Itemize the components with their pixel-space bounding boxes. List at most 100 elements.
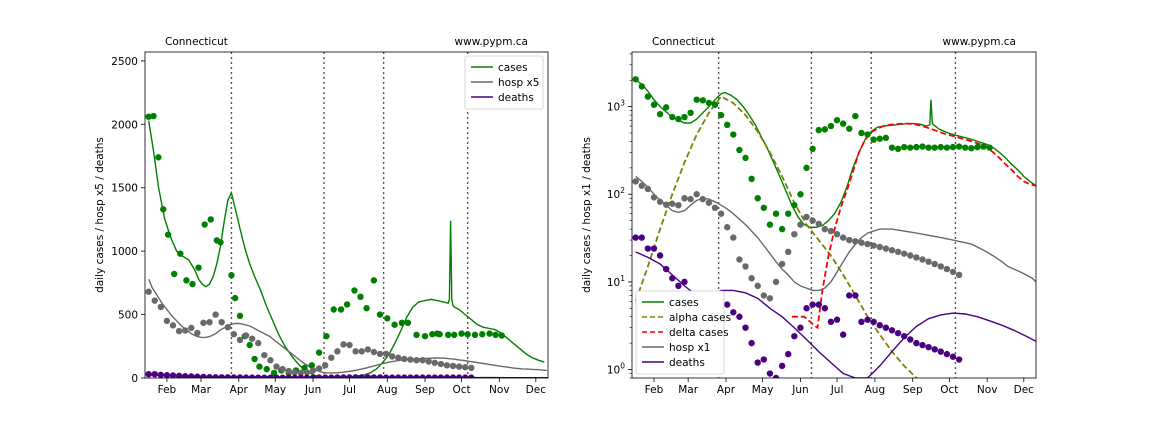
data-point-cases (687, 109, 694, 117)
data-point-cases (330, 306, 337, 313)
data-point-cases (974, 143, 981, 151)
data-point-hosp-x5 (346, 341, 353, 349)
data-point-cases (962, 144, 969, 151)
x-tick-label: Aug (865, 384, 886, 396)
data-point-cases (675, 115, 682, 123)
plot-area (632, 76, 1036, 378)
data-point-cases (177, 250, 184, 257)
data-point-hosp-x5 (388, 353, 396, 360)
data-point-cases (724, 121, 731, 129)
data-point-cases (471, 331, 479, 339)
data-point-deaths (882, 324, 890, 331)
data-point-cases (413, 331, 420, 339)
data-point-hosp-x1 (943, 265, 951, 273)
data-point-cases (150, 112, 157, 120)
data-point-hosp-x1 (925, 258, 932, 265)
x-tick-label: May (264, 384, 286, 396)
data-point-cases (246, 341, 253, 349)
data-point-cases (742, 154, 749, 162)
data-point-cases (436, 331, 443, 338)
data-point-cases (925, 144, 932, 151)
data-point-deaths (815, 301, 822, 308)
data-point-hosp-x1 (839, 234, 847, 241)
data-point-deaths (833, 316, 841, 323)
data-point-cases (864, 131, 871, 138)
data-point-hosp-x5 (145, 288, 152, 295)
data-point-hosp-x1 (846, 236, 853, 244)
data-point-hosp-x5 (200, 319, 207, 327)
data-point-cases (479, 331, 486, 338)
data-point-deaths (754, 359, 761, 366)
data-point-hosp-x5 (285, 367, 292, 375)
data-point-hosp-x5 (334, 348, 341, 355)
data-point-deaths (724, 301, 731, 308)
data-point-deaths (145, 370, 152, 378)
data-point-deaths (358, 374, 365, 378)
data-point-hosp-x5 (163, 317, 171, 325)
data-point-cases (164, 231, 172, 238)
data-point-cases (839, 120, 847, 127)
data-point-deaths (455, 374, 463, 378)
data-point-deaths (809, 301, 816, 308)
data-point-cases (376, 311, 384, 318)
data-point-hosp-x5 (352, 348, 359, 355)
data-point-cases (815, 126, 822, 134)
x-tick-label: Nov (977, 384, 998, 396)
data-point-hosp-x5 (401, 355, 408, 363)
data-point-cases (736, 146, 743, 154)
data-point-hosp-x5 (218, 318, 225, 326)
data-point-deaths (766, 370, 774, 377)
data-point-hosp-x5 (437, 360, 445, 368)
legend-label: hosp x5 (498, 77, 539, 89)
data-point-deaths (876, 322, 883, 329)
data-point-cases (486, 330, 493, 337)
data-point-deaths (291, 374, 298, 378)
y-tick-label: 2000 (111, 119, 138, 131)
data-point-hosp-x1 (803, 213, 810, 221)
data-point-hosp-x1 (809, 217, 816, 224)
data-point-deaths (157, 371, 165, 378)
data-point-hosp-x5 (425, 358, 432, 365)
data-point-deaths (449, 374, 457, 378)
data-point-hosp-x5 (419, 357, 426, 364)
data-point-hosp-x5 (248, 335, 256, 342)
data-point-hosp-x1 (644, 185, 652, 193)
right-chart-panel: Connecticut www.pypm.ca daily cases / hosp… (581, 36, 1037, 396)
data-point-cases (913, 143, 920, 151)
data-point-hosp-x1 (681, 195, 688, 202)
x-tick-label: Sep (415, 384, 435, 396)
data-point-cases (846, 125, 853, 132)
data-point-cases (980, 143, 987, 150)
y-tick-label: 102 (607, 186, 625, 201)
data-point-deaths (261, 374, 268, 378)
data-point-deaths (937, 348, 944, 355)
data-point-hosp-x5 (315, 365, 323, 372)
data-point-deaths (352, 374, 359, 378)
y-tick-label: 0 (131, 373, 138, 385)
data-point-cases (160, 206, 167, 213)
data-point-deaths (919, 341, 926, 349)
data-point-deaths (870, 318, 877, 326)
data-point-hosp-x5 (321, 362, 329, 369)
data-point-deaths (791, 332, 798, 340)
data-point-hosp-x1 (662, 201, 670, 208)
series-line-alpha-cases (634, 95, 918, 378)
legend-box (635, 290, 725, 375)
data-point-hosp-x1 (766, 295, 774, 302)
data-point-deaths (462, 374, 469, 378)
data-point-hosp-x5 (370, 348, 378, 356)
data-point-hosp-x5 (382, 350, 390, 358)
data-point-cases (748, 175, 755, 183)
data-point-deaths (218, 374, 225, 378)
left-chart-panel: Connecticut www.pypm.ca daily cases / hosp… (94, 36, 549, 396)
data-point-hosp-x5 (340, 341, 347, 348)
data-point-hosp-x5 (242, 332, 250, 339)
data-point-deaths (413, 374, 420, 378)
data-point-deaths (279, 374, 286, 378)
data-point-deaths (632, 234, 639, 241)
data-point-deaths (181, 373, 189, 378)
data-point-deaths (638, 234, 645, 241)
data-point-deaths (175, 372, 183, 378)
data-point-cases (228, 272, 235, 279)
data-point-hosp-x1 (736, 256, 743, 263)
